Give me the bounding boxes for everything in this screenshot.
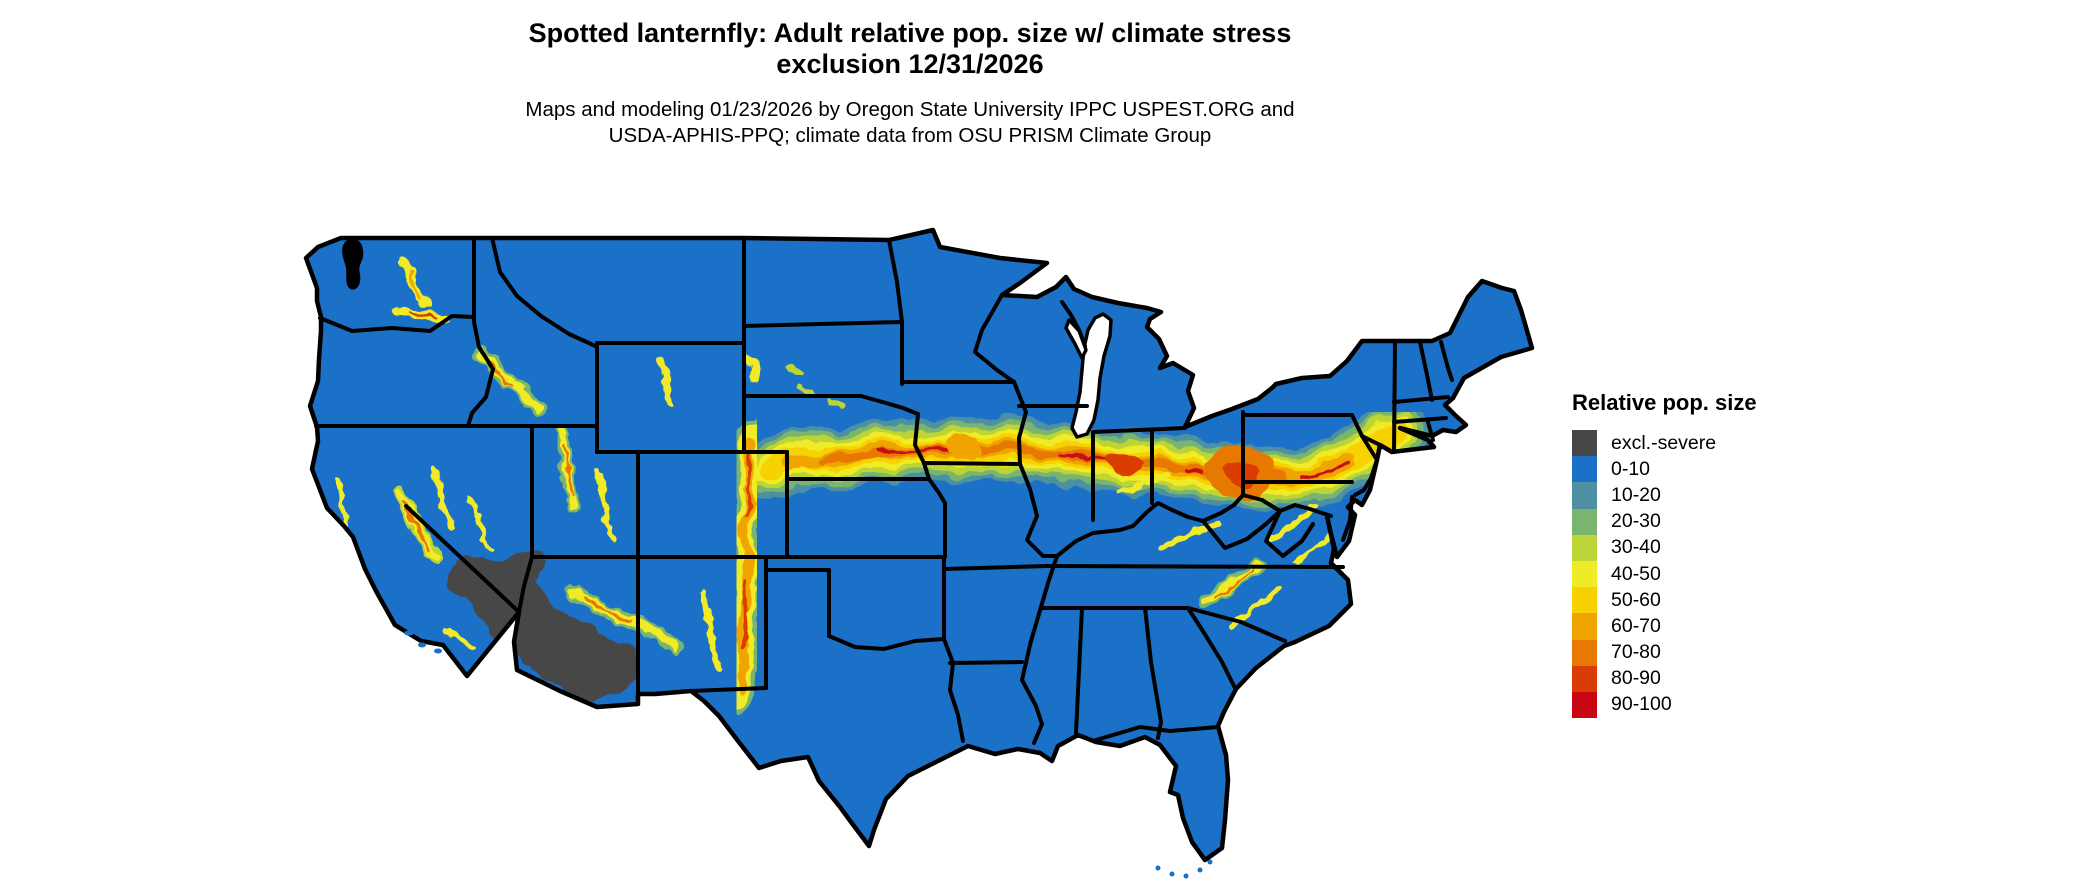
legend-swatch — [1572, 639, 1597, 666]
florida-key — [1183, 873, 1189, 879]
legend-label: 40-50 — [1611, 562, 1661, 585]
legend-item: 20-30 — [1572, 508, 1757, 535]
legend-item: 90-100 — [1572, 691, 1757, 719]
legend: Relative pop. size excl.-severe 0-10 10-20… — [1572, 390, 1757, 719]
legend-label: 0-10 — [1611, 457, 1651, 480]
map-title: Spotted lanternfly: Adult relative pop. … — [0, 18, 1820, 80]
model-raster — [334, 257, 1445, 713]
legend-swatch — [1572, 560, 1597, 588]
legend-item: 50-60 — [1572, 587, 1757, 614]
florida-key — [1207, 859, 1213, 865]
legend-title: Relative pop. size — [1572, 390, 1757, 415]
channel-island — [418, 642, 426, 648]
title-line-1: Spotted lanternfly: Adult relative pop. … — [528, 18, 1292, 48]
title-line-2: exclusion 12/31/2026 — [776, 49, 1044, 79]
legend-swatch — [1572, 456, 1597, 483]
map-subtitle: Maps and modeling 01/23/2026 by Oregon S… — [0, 97, 1820, 149]
subtitle-line-2: USDA-APHIS-PPQ; climate data from OSU PR… — [608, 124, 1212, 147]
florida-key — [1169, 871, 1175, 877]
legend-label: 70-80 — [1611, 641, 1661, 664]
legend-label: excl.-severe — [1611, 431, 1717, 454]
legend-label: 60-70 — [1611, 614, 1661, 637]
legend-swatch — [1572, 534, 1597, 561]
legend-item: 30-40 — [1572, 534, 1757, 561]
legend-label: 50-60 — [1611, 588, 1661, 611]
legend-item: 70-80 — [1572, 639, 1757, 666]
legend-item: 60-70 — [1572, 613, 1757, 640]
state-borders — [314, 236, 1454, 745]
puget-sound — [342, 238, 364, 290]
florida-key — [1197, 867, 1203, 873]
heat-band — [741, 401, 1429, 510]
legend-label: 30-40 — [1611, 536, 1661, 559]
legend-label: 10-20 — [1611, 483, 1661, 506]
header: Spotted lanternfly: Adult relative pop. … — [0, 18, 1820, 149]
legend-item: excl.-severe — [1572, 430, 1757, 457]
legend-swatch — [1572, 482, 1597, 509]
legend-swatch — [1572, 665, 1597, 692]
legend-label: 90-100 — [1611, 693, 1672, 716]
legend-item: 0-10 — [1572, 456, 1757, 483]
legend-swatch — [1572, 613, 1597, 640]
channel-island — [434, 648, 442, 654]
legend-label: 80-90 — [1611, 667, 1661, 690]
excluded-region — [450, 550, 638, 699]
rockies-band — [725, 419, 768, 713]
legend-swatch — [1572, 587, 1597, 614]
legend-item: 40-50 — [1572, 560, 1757, 588]
subtitle-line-1: Maps and modeling 01/23/2026 by Oregon S… — [525, 98, 1295, 121]
islands — [404, 630, 1213, 879]
legend-swatch — [1572, 508, 1597, 535]
legend-item: 10-20 — [1572, 482, 1757, 509]
legend-swatch — [1572, 430, 1597, 457]
legend-label: 20-30 — [1611, 510, 1661, 533]
legend-swatch — [1572, 691, 1597, 719]
channel-island — [404, 630, 414, 636]
legend-items: excl.-severe 0-10 10-20 20-30 30-40 40-50 50-6… — [1572, 430, 1757, 719]
florida-key — [1155, 865, 1161, 871]
legend-item: 80-90 — [1572, 665, 1757, 692]
